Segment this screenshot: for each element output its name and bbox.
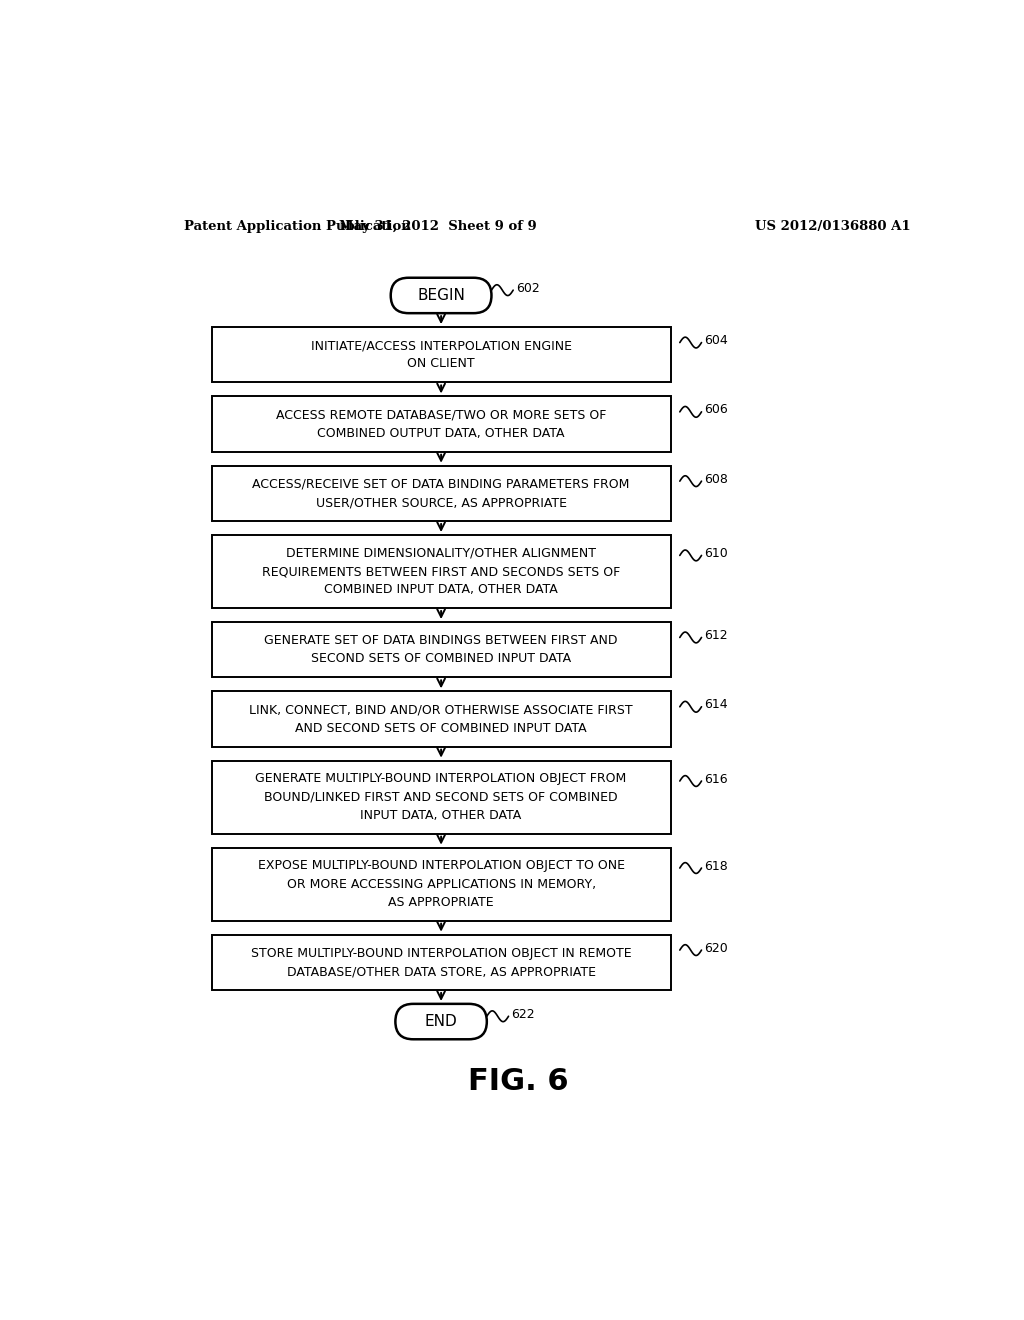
Text: 602: 602 — [516, 281, 540, 294]
FancyBboxPatch shape — [212, 327, 671, 383]
Text: ACCESS REMOTE DATABASE/TWO OR MORE SETS OF: ACCESS REMOTE DATABASE/TWO OR MORE SETS … — [275, 408, 606, 421]
FancyBboxPatch shape — [212, 692, 671, 747]
FancyBboxPatch shape — [212, 466, 671, 521]
Text: COMBINED OUTPUT DATA, OTHER DATA: COMBINED OUTPUT DATA, OTHER DATA — [317, 426, 565, 440]
Text: FIG. 6: FIG. 6 — [468, 1067, 569, 1096]
Text: BOUND/LINKED FIRST AND SECOND SETS OF COMBINED: BOUND/LINKED FIRST AND SECOND SETS OF CO… — [264, 791, 617, 804]
FancyBboxPatch shape — [212, 535, 671, 609]
Text: 604: 604 — [705, 334, 728, 347]
Text: ON CLIENT: ON CLIENT — [408, 358, 475, 371]
FancyBboxPatch shape — [212, 396, 671, 451]
FancyBboxPatch shape — [212, 935, 671, 990]
Text: 622: 622 — [512, 1007, 536, 1020]
Text: COMBINED INPUT DATA, OTHER DATA: COMBINED INPUT DATA, OTHER DATA — [325, 583, 558, 597]
Text: EXPOSE MULTIPLY-BOUND INTERPOLATION OBJECT TO ONE: EXPOSE MULTIPLY-BOUND INTERPOLATION OBJE… — [258, 859, 625, 873]
Text: 620: 620 — [705, 941, 728, 954]
Text: 606: 606 — [705, 404, 728, 416]
Text: INITIATE/ACCESS INTERPOLATION ENGINE: INITIATE/ACCESS INTERPOLATION ENGINE — [310, 339, 571, 352]
FancyBboxPatch shape — [395, 1003, 486, 1039]
Text: INPUT DATA, OTHER DATA: INPUT DATA, OTHER DATA — [360, 809, 521, 822]
Text: May 31, 2012  Sheet 9 of 9: May 31, 2012 Sheet 9 of 9 — [339, 219, 537, 232]
Text: 612: 612 — [705, 630, 728, 642]
Text: 614: 614 — [705, 698, 728, 711]
Text: SECOND SETS OF COMBINED INPUT DATA: SECOND SETS OF COMBINED INPUT DATA — [311, 652, 571, 665]
Text: AND SECOND SETS OF COMBINED INPUT DATA: AND SECOND SETS OF COMBINED INPUT DATA — [295, 722, 587, 735]
Text: ACCESS/RECEIVE SET OF DATA BINDING PARAMETERS FROM: ACCESS/RECEIVE SET OF DATA BINDING PARAM… — [252, 478, 630, 491]
Text: USER/OTHER SOURCE, AS APPROPRIATE: USER/OTHER SOURCE, AS APPROPRIATE — [315, 496, 566, 510]
Text: 618: 618 — [705, 859, 728, 873]
Text: US 2012/0136880 A1: US 2012/0136880 A1 — [756, 219, 911, 232]
FancyBboxPatch shape — [391, 277, 492, 313]
Text: END: END — [425, 1014, 458, 1030]
FancyBboxPatch shape — [212, 760, 671, 834]
FancyBboxPatch shape — [212, 847, 671, 921]
Text: Patent Application Publication: Patent Application Publication — [183, 219, 411, 232]
Text: BEGIN: BEGIN — [417, 288, 465, 304]
Text: AS APPROPRIATE: AS APPROPRIATE — [388, 896, 494, 909]
Text: REQUIREMENTS BETWEEN FIRST AND SECONDS SETS OF: REQUIREMENTS BETWEEN FIRST AND SECONDS S… — [262, 565, 621, 578]
FancyBboxPatch shape — [212, 622, 671, 677]
Text: DETERMINE DIMENSIONALITY/OTHER ALIGNMENT: DETERMINE DIMENSIONALITY/OTHER ALIGNMENT — [286, 546, 596, 560]
Text: DATABASE/OTHER DATA STORE, AS APPROPRIATE: DATABASE/OTHER DATA STORE, AS APPROPRIAT… — [287, 965, 596, 978]
Text: 610: 610 — [705, 546, 728, 560]
Text: GENERATE MULTIPLY-BOUND INTERPOLATION OBJECT FROM: GENERATE MULTIPLY-BOUND INTERPOLATION OB… — [255, 772, 627, 785]
Text: OR MORE ACCESSING APPLICATIONS IN MEMORY,: OR MORE ACCESSING APPLICATIONS IN MEMORY… — [287, 878, 596, 891]
Text: STORE MULTIPLY-BOUND INTERPOLATION OBJECT IN REMOTE: STORE MULTIPLY-BOUND INTERPOLATION OBJEC… — [251, 946, 632, 960]
Text: 608: 608 — [705, 473, 728, 486]
Text: 616: 616 — [705, 772, 728, 785]
Text: LINK, CONNECT, BIND AND/OR OTHERWISE ASSOCIATE FIRST: LINK, CONNECT, BIND AND/OR OTHERWISE ASS… — [249, 704, 633, 717]
Text: GENERATE SET OF DATA BINDINGS BETWEEN FIRST AND: GENERATE SET OF DATA BINDINGS BETWEEN FI… — [264, 634, 617, 647]
